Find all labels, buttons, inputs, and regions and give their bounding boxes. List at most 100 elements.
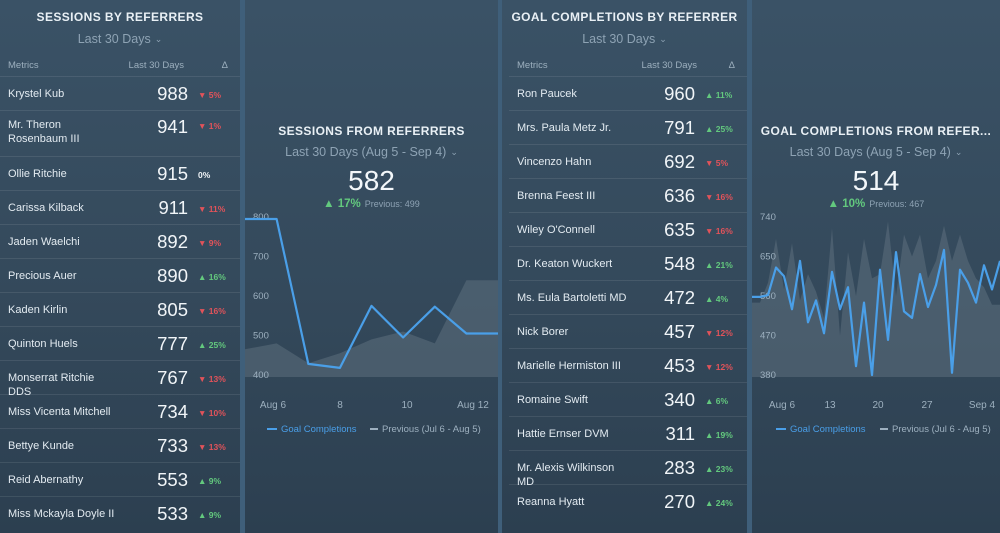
table-row[interactable]: Quinton Huels 777 ▲ 25% [0,326,240,360]
y-tick-label: 700 [253,252,269,263]
table-row[interactable]: Dr. Keaton Wuckert 548 ▲ 21% [509,246,747,280]
current-period-line [245,217,498,369]
goal-completions-by-referrer-widget: GOAL COMPLETIONS BY REFERRER Last 30 Day… [502,0,747,533]
row-value: 311 [665,423,696,444]
goals-table-body: Ron Paucek 960 ▲ 11% Mrs. Paula Metz Jr. 791… [509,76,747,518]
row-delta: ▲ 25% [198,340,232,350]
x-tick-label: 20 [872,400,884,411]
table-row[interactable]: Nick Borer 457 ▼ 12% [509,314,747,348]
row-delta-value: 11% [715,90,733,100]
widget-title: GOAL COMPLETIONS BY REFERRER [511,10,738,24]
table-row[interactable]: Krystel Kub 988 ▼ 5% [0,76,240,110]
table-row[interactable]: Miss Vicenta Mitchell 734 ▼ 10% [0,394,240,428]
column-header-metrics: Metrics [8,60,39,71]
table-row[interactable]: Marielle Hermiston III 453 ▼ 12% [509,348,747,382]
goal-completions-line-chart: 380 470 560 650 740 Aug 6 13 20 27 Sep 4 Goal Comp… [752,212,1000,435]
row-delta: ▲ 25% [705,124,739,134]
row-delta: ▼ 11% [198,204,232,214]
x-tick-label: Sep 4 [969,400,996,411]
arrow-up-icon: ▲ [705,464,716,474]
referrer-name: Krystel Kub [8,88,65,100]
period-selector[interactable]: Last 30 Days ⌄ [502,32,747,46]
table-row[interactable]: Romaine Swift 340 ▲ 6% [509,382,747,416]
table-row[interactable]: Bettye Kunde 733 ▼ 13% [0,428,240,462]
x-tick-label: 8 [337,400,343,411]
x-tick-label: Aug 6 [769,400,796,411]
row-value: 733 [157,435,188,456]
row-value: 805 [157,299,188,320]
table-row[interactable]: Carissa Kilback 911 ▼ 11% [0,190,240,224]
table-row[interactable]: Monserrat Ritchie DDS 767 ▼ 13% [0,360,240,398]
period-label: Last 30 Days (Aug 5 - Sep 4) [789,145,951,159]
row-delta-value: 12% [715,328,733,338]
row-value: 553 [157,469,188,490]
table-row[interactable]: Kaden Kirlin 805 ▼ 16% [0,292,240,326]
table-row[interactable]: Hattie Ernser DVM 311 ▲ 19% [509,416,747,450]
table-row[interactable]: Precious Auer 890 ▲ 16% [0,258,240,292]
referrer-name: Mr. Alexis Wilkinson MD [517,462,615,488]
table-row[interactable]: Jaden Waelchi 892 ▼ 9% [0,224,240,258]
table-row[interactable]: Mr. Theron Rosenbaum III 941 ▼ 1% [0,110,240,156]
referrer-name: Ms. Eula Bartoletti MD [517,292,627,304]
table-row[interactable]: Reanna Hyatt 270 ▲ 24% [509,484,747,518]
period-selector[interactable]: Last 30 Days (Aug 5 - Sep 4) ⌄ [752,145,1000,159]
arrow-down-icon: ▼ [705,158,716,168]
y-tick-label: 470 [760,331,776,342]
row-delta-value: 16% [208,306,226,316]
y-tick-label: 600 [253,291,269,302]
arrow-up-icon: ▲ [198,272,209,282]
row-delta: ▲ 21% [705,260,739,270]
y-tick-label: 500 [253,331,269,342]
table-row[interactable]: Miss Mckayla Doyle II 533 ▲ 9% [0,496,240,530]
chevron-down-icon: ⌄ [154,34,163,44]
table-row[interactable]: Mr. Alexis Wilkinson MD 283 ▲ 23% [509,450,747,488]
referrer-name: Ollie Ritchie [8,168,67,180]
row-delta: ▼ 9% [198,238,232,248]
row-delta: ▼ 1% [198,121,232,131]
arrow-down-icon: ▼ [705,192,716,202]
row-delta: ▼ 5% [198,90,232,100]
table-row[interactable]: Vincenzo Hahn 692 ▼ 5% [509,144,747,178]
table-row[interactable]: Ms. Eula Bartoletti MD 472 ▲ 4% [509,280,747,314]
arrow-down-icon: ▼ [198,238,209,248]
arrow-up-icon: ▲ [705,430,716,440]
row-delta: ▲ 4% [705,294,739,304]
row-delta: ▲ 19% [705,430,739,440]
x-tick-label: Aug 12 [457,400,489,411]
arrow-down-icon: ▼ [198,204,209,214]
table-row[interactable]: Ollie Ritchie 915 0% [0,156,240,190]
row-value: 941 [157,116,188,137]
x-tick-label: 10 [401,400,413,411]
chevron-down-icon: ⌄ [954,147,963,157]
arrow-down-icon: ▼ [198,442,209,452]
row-delta-value: 1% [208,121,222,131]
y-tick-label: 400 [253,370,269,381]
period-selector[interactable]: Last 30 Days (Aug 5 - Sep 4) ⌄ [245,145,498,159]
row-delta-value: 9% [208,238,222,248]
previous-value: Previous: 467 [869,199,925,209]
legend-previous-label: Previous (Jul 6 - Aug 5) [382,424,481,435]
arrow-down-icon: ▼ [198,90,209,100]
row-value: 890 [157,265,188,286]
referrer-name: Mr. Theron Rosenbaum III [8,119,80,145]
table-row[interactable]: Brenna Feest III 636 ▼ 16% [509,178,747,212]
table-row[interactable]: Ron Paucek 960 ▲ 11% [509,76,747,110]
period-selector[interactable]: Last 30 Days ⌄ [0,32,240,46]
row-delta: ▲ 9% [198,510,232,520]
change-percent: 10% [842,198,866,210]
change-up-icon: ▲ [827,198,843,210]
row-value: 892 [157,231,188,252]
arrow-down-icon: ▼ [198,306,209,316]
table-row[interactable]: Reid Abernathy 553 ▲ 9% [0,462,240,496]
x-tick-label: Aug 6 [260,400,287,411]
row-delta-value: 24% [715,498,733,508]
row-delta-value: 4% [715,294,729,304]
column-header-period: Last 30 Days [641,60,697,71]
table-row[interactable]: Mrs. Paula Metz Jr. 791 ▲ 25% [509,110,747,144]
row-delta: ▲ 11% [705,90,739,100]
previous-period-area [752,221,1000,377]
table-row[interactable]: Wiley O'Connell 635 ▼ 16% [509,212,747,246]
sessions-from-referrers-widget: SESSIONS FROM REFERRERS Last 30 Days (Au… [245,0,498,533]
row-value: 453 [664,355,695,376]
referrer-name: Dr. Keaton Wuckert [517,258,613,270]
